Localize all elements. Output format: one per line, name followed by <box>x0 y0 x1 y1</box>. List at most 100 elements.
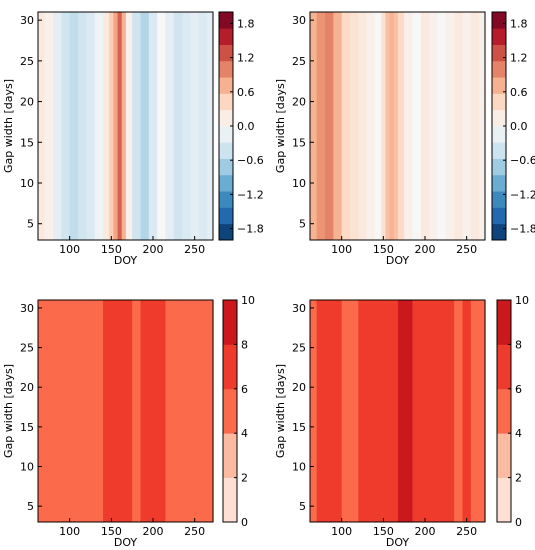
heatmap-cell <box>78 300 87 522</box>
colorbar-tick-label: 10 <box>241 294 255 307</box>
heatmap-cell <box>44 300 54 522</box>
colorbar-segment <box>219 223 233 241</box>
colorbar-segment <box>219 44 233 62</box>
heatmap-cell <box>148 300 158 522</box>
colorbar-tick-label: 10 <box>515 294 529 307</box>
heatmap-cell <box>366 12 376 240</box>
colorbar-frame <box>222 299 238 523</box>
colorbar-segment <box>492 60 506 78</box>
colorbar-segment <box>492 223 506 241</box>
x-tick-label: 250 <box>184 525 205 538</box>
x-axis-label: DOY <box>386 536 410 549</box>
colorbar-frame <box>496 299 512 523</box>
colorbar-segment <box>492 12 506 29</box>
heatmap-cell <box>94 12 104 240</box>
x-tick-label: 250 <box>184 243 205 256</box>
colorbar-segment <box>492 77 506 94</box>
heatmap-cell <box>310 12 318 240</box>
heatmap-cell <box>445 300 455 522</box>
colorbar-tick-label: −1.2 <box>510 188 535 201</box>
colorbar-tick-label: 6 <box>515 383 522 396</box>
heatmap-cell <box>121 300 127 522</box>
heatmap-cell <box>393 12 399 240</box>
heatmap-cell <box>165 300 175 522</box>
y-tick-label: 30 <box>292 14 306 27</box>
colorbar-segment <box>492 174 506 192</box>
heatmap-cell <box>182 12 192 240</box>
colorbar-segment <box>223 388 237 434</box>
x-tick-label: 150 <box>373 525 394 538</box>
colorbar-segment <box>219 158 233 176</box>
heatmap-cell <box>132 12 142 240</box>
x-axis-label: DOY <box>114 536 138 549</box>
x-tick-label: 100 <box>59 525 80 538</box>
heatmap-cell <box>350 12 359 240</box>
colorbar-segment <box>219 77 233 94</box>
heatmap-cell <box>454 300 464 522</box>
y-tick-label: 30 <box>20 302 34 315</box>
y-tick-label: 15 <box>292 136 306 149</box>
colorbar-segment <box>219 207 233 225</box>
heatmap-cell <box>397 12 405 240</box>
heatmap-cell <box>117 12 123 240</box>
colorbar-segment <box>219 60 233 78</box>
x-tick-label: 250 <box>456 525 477 538</box>
heatmap-cell <box>173 300 183 522</box>
colorbar-tick-label: 1.8 <box>237 17 255 30</box>
colorbar-segment <box>223 433 237 478</box>
heatmap-cell <box>454 12 464 240</box>
colorbar-segment <box>219 126 233 143</box>
x-tick-label: 150 <box>101 525 122 538</box>
heatmap-cell <box>125 300 133 522</box>
heatmap-cell <box>117 300 123 522</box>
heatmap-cell <box>132 300 142 522</box>
colorbar-segment <box>219 28 233 45</box>
y-tick-label: 15 <box>20 421 34 434</box>
y-tick-label: 10 <box>292 461 306 474</box>
heatmap-cell <box>140 300 150 522</box>
colorbar-segment <box>492 28 506 45</box>
colorbar-segment <box>497 300 511 345</box>
heatmap-cell <box>381 12 387 240</box>
y-tick-label: 20 <box>20 96 34 109</box>
heatmap-cell <box>404 12 414 240</box>
colorbar-segment <box>219 191 233 208</box>
heatmap-cell <box>325 12 334 240</box>
x-tick-label: 200 <box>143 525 164 538</box>
heatmap-cell <box>437 300 447 522</box>
x-axis-label: DOY <box>114 254 138 267</box>
x-tick-label: 250 <box>456 243 477 256</box>
y-tick-label: 15 <box>20 136 34 149</box>
y-tick-label: 20 <box>292 96 306 109</box>
heatmap-cell <box>109 12 115 240</box>
heatmap-cell <box>404 300 414 522</box>
y-tick-label: 30 <box>292 302 306 315</box>
heatmap-cell <box>393 300 399 522</box>
heatmap-cell <box>389 12 395 240</box>
colorbar-tick-label: 0.0 <box>510 120 528 133</box>
y-tick-label: 25 <box>292 55 306 68</box>
heatmap-cell <box>165 12 175 240</box>
heatmap-cell <box>375 300 382 522</box>
heatmap-cell <box>182 300 192 522</box>
heatmap-cell <box>381 300 387 522</box>
colorbar-segment <box>223 344 237 390</box>
heatmap-cell <box>190 300 200 522</box>
x-tick-label: 200 <box>415 243 436 256</box>
heatmap-cell <box>385 12 391 240</box>
colorbar-tick-label: 8 <box>515 338 522 351</box>
heatmap-cell <box>148 12 158 240</box>
colorbar-tick-label: 4 <box>515 427 522 440</box>
colorbar-segment <box>492 126 506 143</box>
y-tick-label: 5 <box>27 218 34 231</box>
heatmap-cell <box>412 300 422 522</box>
y-tick-label: 10 <box>292 177 306 190</box>
heatmap-cell <box>44 12 54 240</box>
plot-frame <box>37 299 214 523</box>
colorbar-tick-label: 2 <box>241 472 248 485</box>
heatmap-cell <box>316 300 326 522</box>
colorbar-tick-label: 0 <box>515 516 522 529</box>
heatmap-cell <box>479 12 486 240</box>
